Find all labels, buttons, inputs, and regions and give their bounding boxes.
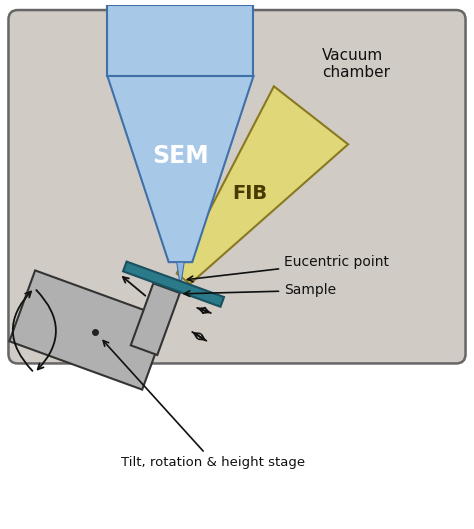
Polygon shape — [123, 261, 224, 307]
Text: Tilt, rotation & height stage: Tilt, rotation & height stage — [103, 341, 306, 469]
FancyBboxPatch shape — [9, 10, 465, 363]
Polygon shape — [177, 86, 348, 284]
Text: SEM: SEM — [152, 144, 209, 168]
Text: Eucentric point: Eucentric point — [187, 255, 389, 281]
Text: Sample: Sample — [184, 284, 336, 297]
Polygon shape — [177, 262, 184, 281]
Polygon shape — [108, 5, 254, 76]
Text: Vacuum
chamber: Vacuum chamber — [322, 48, 390, 80]
Polygon shape — [9, 270, 168, 390]
Text: FIB: FIB — [233, 184, 268, 203]
Polygon shape — [108, 76, 254, 262]
Polygon shape — [108, 5, 254, 76]
Polygon shape — [131, 284, 180, 355]
